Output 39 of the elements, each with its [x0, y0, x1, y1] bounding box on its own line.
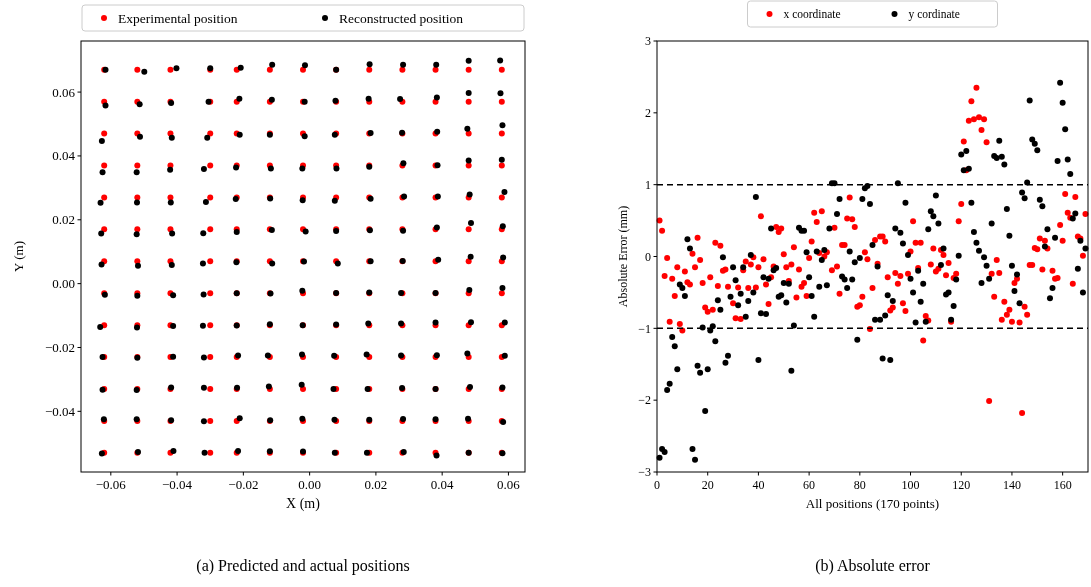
y-tick-label: 3 — [645, 34, 651, 49]
text: (b) Absolute error — [815, 557, 931, 575]
y-tick-label: 0.00 — [52, 276, 75, 292]
y-tick-label: 0.06 — [52, 84, 76, 100]
legend-label: x coordinate — [783, 8, 841, 21]
x-tick-label: 120 — [952, 478, 971, 492]
x-tick-label: 0.00 — [298, 477, 321, 492]
y-tick-label: −1 — [638, 321, 651, 336]
legend-label: Reconstructed position — [339, 10, 464, 26]
y-axis-title: Absolute Error (mm) — [616, 205, 630, 308]
x-tick-label: 0.04 — [430, 477, 455, 492]
y-tick-label: 0 — [645, 249, 651, 264]
y-tick-label: −3 — [638, 465, 651, 480]
x-axis-title: All positions (170 points) — [805, 496, 940, 511]
y-tick-label: 2 — [645, 106, 651, 121]
text: (a) Predicted and actual positions — [196, 557, 410, 575]
x-tick-label: −0.06 — [95, 477, 127, 492]
legend-label: Experimental position — [118, 10, 238, 26]
y-tick-label: −2 — [638, 393, 651, 408]
x-tick-label: 0.02 — [364, 477, 388, 492]
y-tick-label: −0.02 — [44, 340, 75, 356]
x-tick-label: 100 — [901, 478, 920, 492]
x-tick-label: 0 — [654, 478, 660, 492]
x-tick-label: 40 — [752, 478, 765, 492]
y-tick-label: 1 — [645, 177, 651, 192]
x-tick-label: 160 — [1053, 478, 1072, 492]
y-tick-label: 0.02 — [52, 212, 75, 228]
x-tick-label: 20 — [701, 478, 714, 492]
x-tick-label: 0.06 — [497, 477, 521, 492]
x-tick-label: 80 — [853, 478, 866, 492]
y-tick-label: −0.04 — [44, 403, 76, 419]
x-tick-label: −0.02 — [228, 477, 259, 492]
x-axis-title: X (m) — [286, 496, 321, 512]
legend-label: y cordinate — [908, 8, 960, 22]
x-tick-label: 140 — [1002, 478, 1021, 492]
y-axis-title: Y (m) — [11, 241, 26, 272]
x-tick-label: −0.04 — [162, 477, 193, 492]
x-tick-label: 60 — [803, 478, 816, 492]
y-tick-label: 0.04 — [52, 148, 76, 164]
